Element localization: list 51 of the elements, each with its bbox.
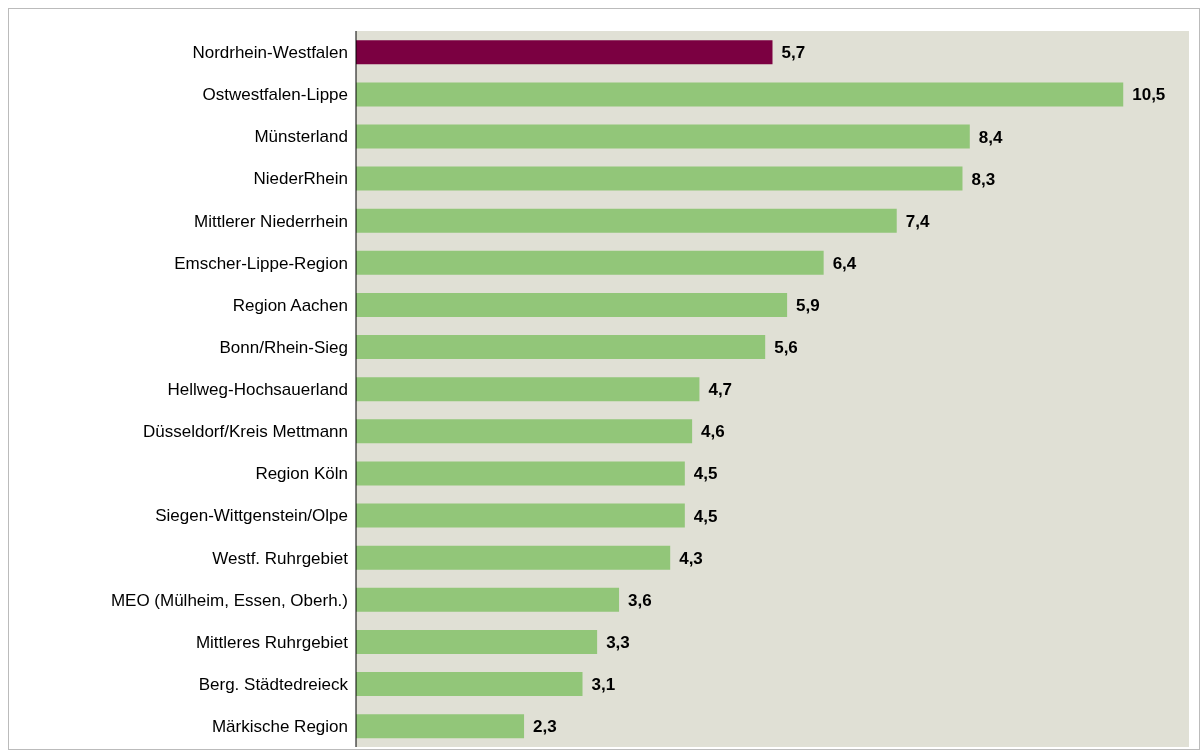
data-label: 2,3 <box>533 717 557 737</box>
y-tick-label: MEO (Mülheim, Essen, Oberh.) <box>110 590 348 610</box>
y-tick-label: Märkische Region <box>211 716 348 736</box>
bar <box>356 672 583 697</box>
data-label: 5,6 <box>774 338 798 358</box>
data-label: 4,7 <box>708 380 733 400</box>
bar <box>356 208 897 233</box>
data-label: 4,5 <box>693 464 718 484</box>
data-label: 3,6 <box>628 590 652 610</box>
y-tick-label: Mittleres Ruhrgebiet <box>195 632 349 652</box>
y-tick-label: NiederRhein <box>253 169 348 189</box>
data-label: 4,5 <box>693 506 718 526</box>
bar <box>356 40 773 65</box>
bar <box>356 714 525 739</box>
data-label: 3,3 <box>606 632 630 652</box>
y-tick-label: Region Aachen <box>232 295 348 315</box>
y-tick-label: Westf. Ruhrgebiet <box>212 548 349 568</box>
y-tick-label: Mittlerer Niederrhein <box>194 211 348 231</box>
bar <box>356 82 1124 107</box>
data-label: 5,9 <box>796 295 820 315</box>
bar <box>356 503 685 528</box>
data-label: 6,4 <box>832 253 857 273</box>
data-label: 4,3 <box>679 548 703 568</box>
y-tick-label: Ostwestfalen-Lippe <box>202 85 348 105</box>
bar <box>356 377 700 402</box>
bar <box>356 545 671 570</box>
y-tick-label: Berg. Städtedreieck <box>198 674 349 694</box>
data-label: 7,4 <box>905 211 930 231</box>
bar <box>356 461 685 486</box>
y-tick-label: Düsseldorf/Kreis Mettmann <box>142 422 348 442</box>
y-tick-label: Bonn/Rhein-Sieg <box>219 337 348 357</box>
bar <box>356 166 963 191</box>
bar <box>356 292 788 317</box>
data-label: 3,1 <box>591 675 616 695</box>
data-label: 5,7 <box>781 43 806 63</box>
bar <box>356 335 766 360</box>
bar <box>356 629 598 654</box>
data-label: 8,3 <box>971 169 996 189</box>
data-label: 10,5 <box>1132 85 1166 105</box>
y-tick-label: Münsterland <box>254 127 348 147</box>
bar <box>356 124 970 149</box>
data-label: 8,4 <box>978 127 1003 147</box>
y-tick-label: Hellweg-Hochsauerland <box>167 380 348 400</box>
bar <box>356 419 693 444</box>
bar <box>356 587 620 612</box>
y-tick-label: Nordrhein-Westfalen <box>192 43 348 63</box>
y-tick-label: Region Köln <box>255 464 348 484</box>
y-tick-label: Emscher-Lippe-Region <box>174 253 348 273</box>
bar <box>356 250 824 275</box>
data-label: 4,6 <box>701 422 725 442</box>
y-tick-label: Siegen-Wittgenstein/Olpe <box>155 506 348 526</box>
